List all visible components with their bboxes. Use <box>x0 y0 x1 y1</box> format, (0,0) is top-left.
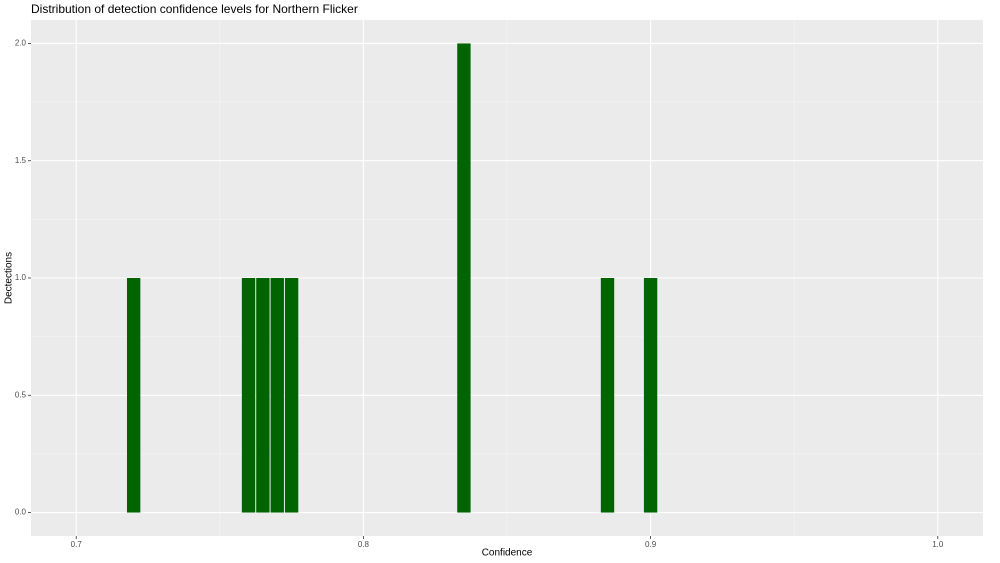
x-tick-label: 1.0 <box>932 540 944 549</box>
y-tick-label: 0.0 <box>15 508 27 517</box>
bar <box>284 278 299 513</box>
bar <box>256 278 270 513</box>
bar <box>600 278 615 513</box>
x-axis-label: Confidence <box>482 548 533 559</box>
bar <box>457 43 471 513</box>
x-tick-label: 0.8 <box>358 540 370 549</box>
chart-title: Distribution of detection confidence lev… <box>31 2 358 16</box>
y-tick-label: 1.0 <box>15 273 27 282</box>
x-tick-label: 0.7 <box>71 540 83 549</box>
bar <box>270 278 284 513</box>
y-axis-label: Dectections <box>4 252 15 304</box>
y-tick-label: 2.0 <box>15 39 27 48</box>
bar <box>126 278 141 513</box>
bar <box>643 278 658 513</box>
y-tick-label: 0.5 <box>15 390 27 399</box>
y-tick-label: 1.5 <box>15 156 27 165</box>
x-tick-label: 0.9 <box>645 540 657 549</box>
bar <box>241 278 256 513</box>
